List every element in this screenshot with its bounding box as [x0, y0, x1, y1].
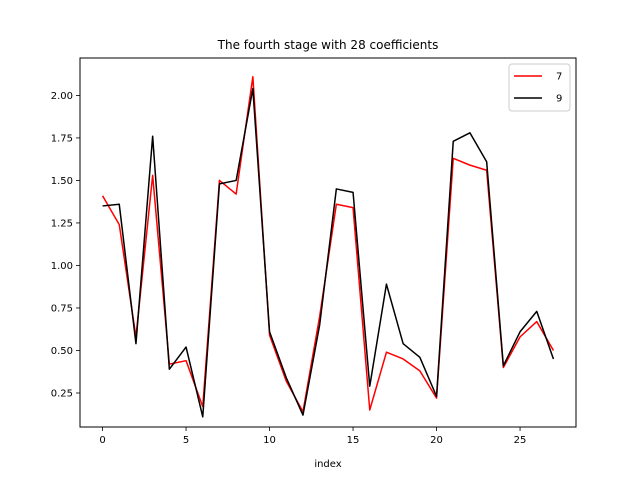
series-line-7 [101, 75, 555, 413]
y-tick-label: 0.50 [51, 346, 73, 357]
x-tick-label: 10 [263, 435, 276, 446]
x-axis-label: index [314, 459, 341, 470]
y-tick-label: 1.75 [51, 133, 73, 144]
legend-label-9: 9 [556, 94, 562, 105]
y-tick-label: 0.25 [51, 388, 73, 399]
x-tick-label: 25 [514, 435, 527, 446]
legend-entries: 79 [514, 72, 562, 105]
y-tick-label: 0.75 [51, 303, 73, 314]
y-tick-label: 1.25 [51, 218, 73, 229]
y-tick-label: 1.00 [51, 261, 73, 272]
y-tick-label: 2.00 [51, 91, 73, 102]
x-tick-label: 20 [430, 435, 443, 446]
series-line-9 [102, 87, 555, 418]
plot-frame [79, 57, 577, 428]
x-axis: 0 5 10 15 20 25 [99, 427, 526, 446]
x-tick-label: 5 [183, 435, 189, 446]
x-tick-label: 0 [99, 435, 105, 446]
plot-lines [101, 75, 555, 418]
y-axis: 0.25 0.50 0.75 1.00 1.25 1.50 1.75 2.00 [51, 91, 80, 399]
y-tick-label: 1.50 [51, 176, 73, 187]
x-tick-label: 15 [347, 435, 360, 446]
legend: 79 [508, 63, 571, 112]
chart-title: The fourth stage with 28 coefficients [217, 38, 439, 52]
legend-label-7: 7 [556, 72, 562, 83]
